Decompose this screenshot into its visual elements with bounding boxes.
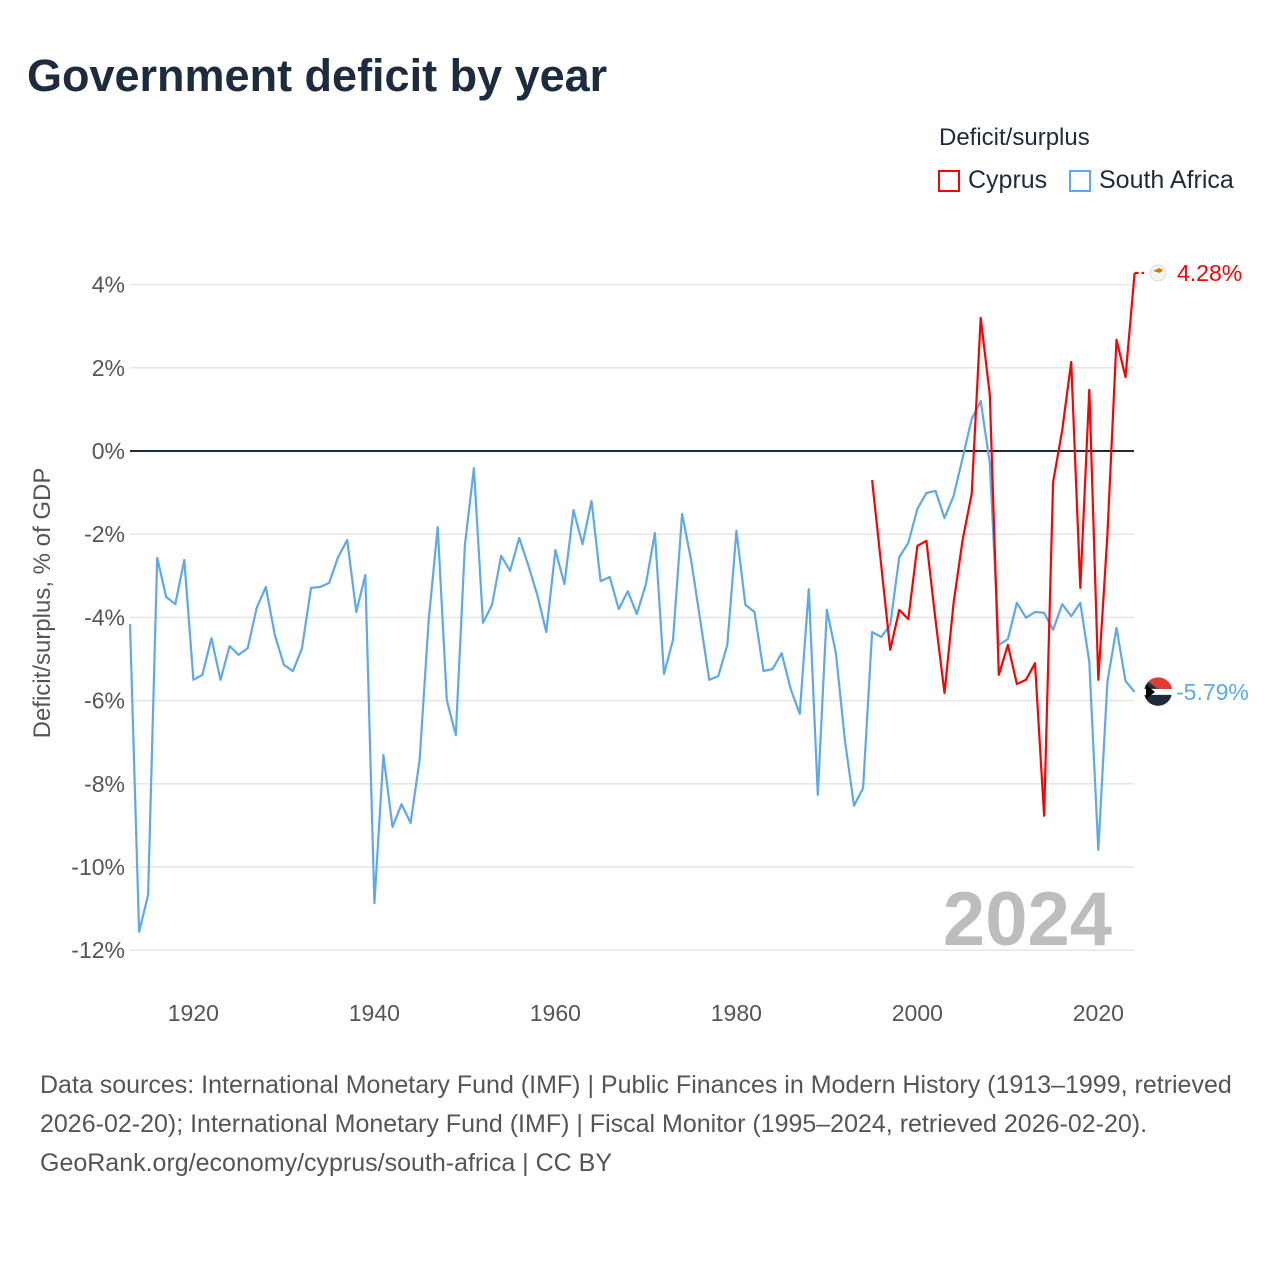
flag-icon-south-africa [1144, 677, 1172, 706]
x-tick-label: 2000 [892, 1000, 943, 1026]
y-tick-label: -6% [84, 688, 125, 714]
x-tick-label: 1940 [349, 1000, 400, 1026]
footer: Data sources: International Monetary Fun… [40, 1066, 1240, 1183]
series-line-south-africa [128, 400, 1136, 934]
legend-item-south-africa[interactable]: South Africa [1069, 166, 1234, 195]
source-link[interactable]: GeoRank.org/economy/cyprus/south-africa … [40, 1149, 613, 1177]
year-watermark: 2024 [943, 877, 1112, 962]
chart-title: Government deficit by year [27, 50, 608, 101]
legend-title: Deficit/surplus [939, 124, 1090, 151]
y-tick-label: 4% [92, 272, 125, 298]
end-value-label-cyprus: 4.28% [1177, 260, 1242, 286]
legend-swatch-cyprus [938, 169, 960, 192]
y-tick-label: 0% [92, 438, 125, 464]
data-sources: Data sources: International Monetary Fun… [40, 1071, 1232, 1138]
legend-label: Cyprus [968, 166, 1048, 194]
y-tick-label: 2% [92, 355, 125, 381]
flag-icon-cyprus [1134, 264, 1167, 282]
x-tick-label: 1980 [711, 1000, 762, 1026]
x-tick-label: 1960 [530, 1000, 581, 1026]
legend-label: South Africa [1099, 166, 1234, 194]
y-tick-label: -10% [71, 854, 125, 880]
x-tick-label: 1920 [168, 1000, 219, 1026]
legend-swatch-south-africa [1069, 169, 1091, 192]
x-tick-label: 2020 [1073, 1000, 1124, 1026]
y-tick-label: -4% [84, 604, 125, 630]
y-tick-label: -2% [84, 521, 125, 547]
y-axis-label: Deficit/surplus, % of GDP [29, 468, 56, 739]
end-value-label-south-africa: -5.79% [1176, 679, 1249, 705]
y-tick-label: -12% [71, 937, 125, 963]
legend-item-cyprus[interactable]: Cyprus [938, 166, 1047, 195]
y-tick-label: -8% [84, 771, 125, 797]
series-line-cyprus [871, 272, 1136, 817]
